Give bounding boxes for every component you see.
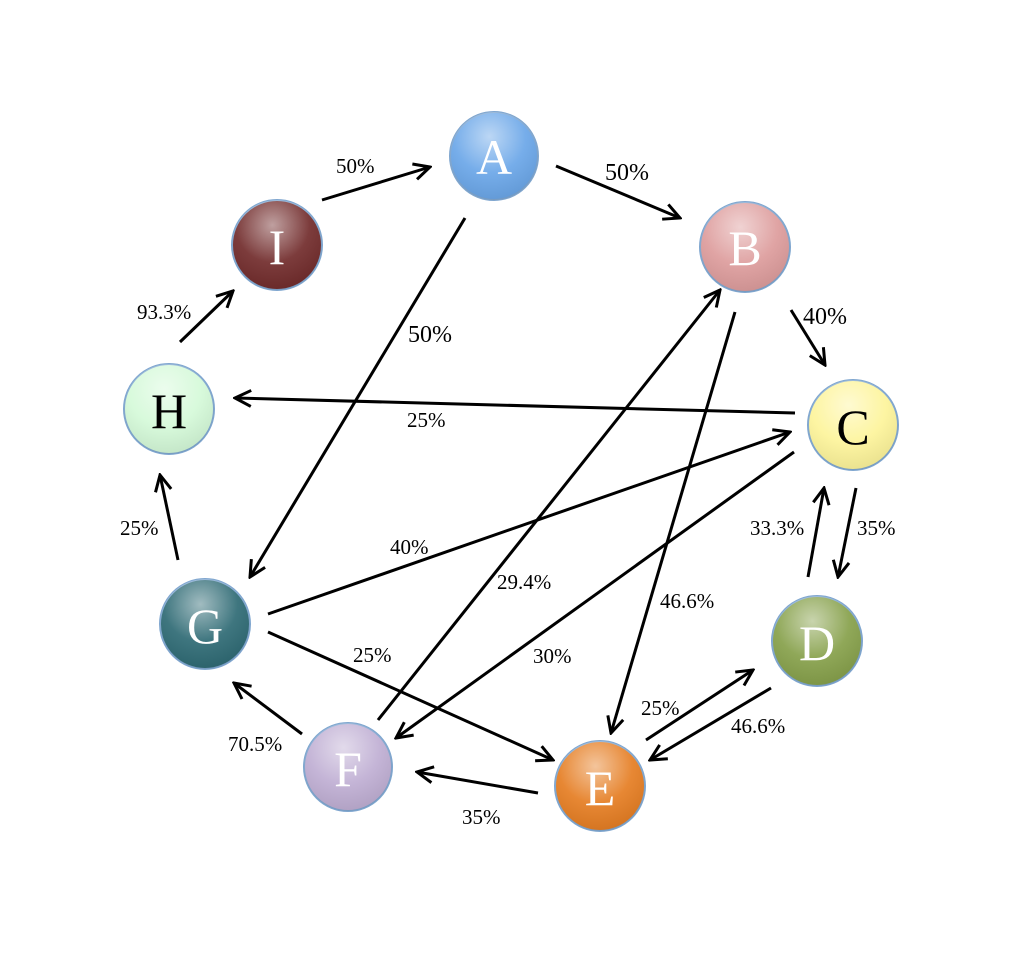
edge-c-h: 25% — [235, 398, 796, 432]
edge-label-c-f: 30% — [533, 644, 572, 668]
edge-g-c: 40% — [267, 432, 790, 616]
edge-label-c-d: 35% — [857, 516, 896, 540]
node-c-label: C — [836, 399, 869, 455]
node-a: A — [449, 111, 539, 201]
node-g-label: G — [187, 598, 223, 654]
edge-label-d-c: 33.3% — [750, 516, 804, 540]
node-h: H — [123, 363, 215, 455]
edge-a-b: 50% — [555, 160, 680, 218]
nodes: A B C D E F G — [123, 111, 899, 832]
edge-label-f-g: 70.5% — [228, 732, 282, 756]
node-i-label: I — [269, 219, 286, 275]
edges: 50% 50% 50% 93.3% 40% 25% 25% 40% — [120, 154, 896, 829]
node-b-label: B — [728, 220, 761, 276]
edge-c-d: 35% — [838, 487, 896, 577]
edge-g-h: 25% — [120, 475, 180, 561]
node-h-label: H — [151, 383, 187, 439]
node-i: I — [231, 199, 323, 291]
node-e: E — [554, 740, 646, 832]
edge-label-d-e: 46.6% — [731, 714, 785, 738]
edge-label-a-b: 50% — [605, 160, 649, 186]
edge-label-e-f: 35% — [462, 805, 501, 829]
edge-g-e: 25% — [267, 630, 553, 760]
edge-f-g: 70.5% — [228, 683, 303, 756]
edge-d-c: 33.3% — [750, 488, 824, 578]
edge-c-f: 30% — [396, 450, 795, 738]
edge-label-g-h: 25% — [120, 516, 159, 540]
edge-b-e: 46.6% — [611, 311, 737, 733]
edge-label-c-h: 25% — [407, 408, 446, 432]
edge-label-g-c: 40% — [390, 535, 429, 559]
edge-label-g-e: 25% — [353, 643, 392, 667]
node-d-label: D — [799, 615, 835, 671]
edge-e-d: 25% — [641, 670, 753, 742]
edge-label-b-e: 46.6% — [660, 589, 714, 613]
edge-label-f-b: 29.4% — [497, 570, 551, 594]
node-f-label: F — [334, 741, 362, 797]
edge-b-c: 40% — [789, 304, 847, 365]
edge-a-g: 50% — [250, 217, 467, 577]
edge-label-h-i: 93.3% — [137, 300, 191, 324]
edge-h-i: 93.3% — [137, 291, 233, 344]
edge-label-a-g: 50% — [408, 322, 452, 348]
node-d: D — [771, 595, 863, 687]
node-b: B — [699, 201, 791, 293]
node-g: G — [159, 578, 251, 670]
edge-f-b: 29.4% — [376, 290, 720, 721]
node-f: F — [303, 722, 393, 812]
edge-d-e: 46.6% — [650, 686, 785, 760]
node-c: C — [807, 379, 899, 471]
edge-i-a: 50% — [321, 154, 430, 202]
node-e-label: E — [585, 760, 616, 816]
edge-label-e-d: 25% — [641, 696, 680, 720]
edge-label-i-a: 50% — [336, 154, 375, 178]
edge-e-f: 35% — [417, 772, 539, 829]
edge-label-b-c: 40% — [803, 304, 847, 330]
node-a-label: A — [476, 129, 512, 185]
